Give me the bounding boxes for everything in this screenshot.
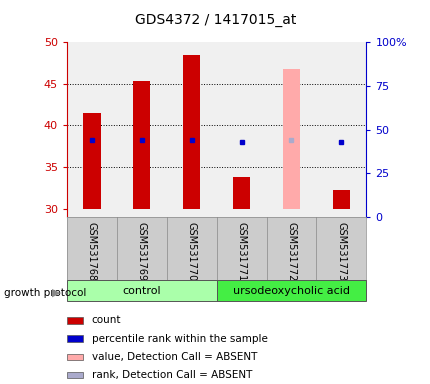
Text: ▶: ▶ [52, 288, 61, 298]
Text: GSM531770: GSM531770 [186, 222, 196, 281]
Bar [132, 81, 150, 209]
Bar [67, 372, 83, 378]
Text: ursodeoxycholic acid: ursodeoxycholic acid [233, 286, 349, 296]
Bar [67, 280, 216, 301]
Text: value, Detection Call = ABSENT: value, Detection Call = ABSENT [91, 352, 256, 362]
Bar [182, 55, 200, 209]
Text: growth protocol: growth protocol [4, 288, 86, 298]
Bar [282, 69, 300, 209]
Bar [232, 177, 250, 209]
Bar [67, 335, 83, 342]
Text: rank, Detection Call = ABSENT: rank, Detection Call = ABSENT [91, 370, 251, 380]
Bar [67, 317, 83, 324]
Text: GSM531773: GSM531773 [335, 222, 346, 281]
Bar [67, 354, 83, 360]
Text: GSM531771: GSM531771 [236, 222, 246, 281]
Text: count: count [91, 315, 121, 325]
Text: GDS4372 / 1417015_at: GDS4372 / 1417015_at [135, 13, 295, 27]
Bar [216, 280, 366, 301]
Text: GSM531768: GSM531768 [86, 222, 97, 281]
Text: GSM531769: GSM531769 [136, 222, 146, 281]
Bar [83, 113, 100, 209]
Text: percentile rank within the sample: percentile rank within the sample [91, 334, 267, 344]
Bar [332, 190, 349, 209]
Text: control: control [122, 286, 161, 296]
Text: GSM531772: GSM531772 [286, 222, 296, 281]
